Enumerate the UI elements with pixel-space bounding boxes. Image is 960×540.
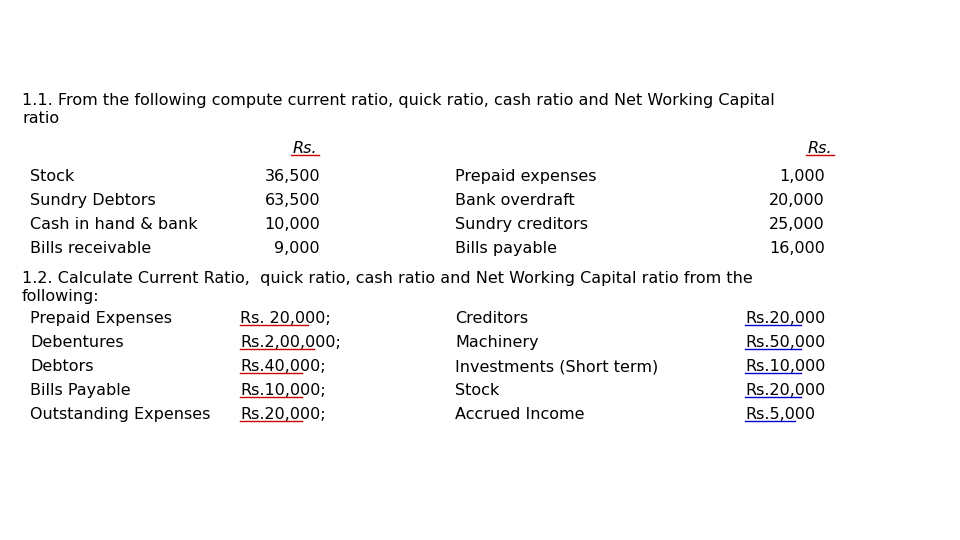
- Text: Debtors: Debtors: [30, 360, 93, 374]
- Text: Rs.20,000;: Rs.20,000;: [240, 407, 325, 422]
- Text: Debentures: Debentures: [30, 335, 124, 350]
- Text: Creditors: Creditors: [455, 312, 528, 326]
- Text: FRSA – Module 4 – 2019-20: FRSA – Module 4 – 2019-20: [17, 518, 248, 532]
- Text: 1,000: 1,000: [780, 170, 825, 184]
- Text: Sundry creditors: Sundry creditors: [455, 218, 588, 232]
- Text: Bills Payable: Bills Payable: [30, 383, 131, 399]
- Text: Machinery: Machinery: [455, 335, 539, 350]
- Text: 25,000: 25,000: [769, 218, 825, 232]
- Text: Outstanding Expenses: Outstanding Expenses: [30, 407, 210, 422]
- Text: Investments (Short term): Investments (Short term): [455, 360, 659, 374]
- Text: Rs.2,00,000;: Rs.2,00,000;: [240, 335, 341, 350]
- Text: 36,500: 36,500: [264, 170, 320, 184]
- Text: Rs.5,000: Rs.5,000: [745, 407, 815, 422]
- Text: 9,000: 9,000: [275, 241, 320, 256]
- Text: 16,000: 16,000: [769, 241, 825, 256]
- Text: Rs.10,000: Rs.10,000: [745, 360, 826, 374]
- Text: Rs.20,000: Rs.20,000: [745, 383, 826, 399]
- Text: Cash in hand & bank: Cash in hand & bank: [30, 218, 198, 232]
- Text: SV/GS/PSR/SKK: SV/GS/PSR/SKK: [811, 518, 943, 532]
- Text: Rs.40,000;: Rs.40,000;: [240, 360, 325, 374]
- Text: 20,000: 20,000: [769, 193, 825, 208]
- Text: Stock: Stock: [455, 383, 499, 399]
- Text: Bills payable: Bills payable: [455, 241, 557, 256]
- Text: 1.1. From the following compute current ratio, quick ratio, cash ratio and Net W: 1.1. From the following compute current …: [22, 93, 775, 109]
- Text: 1.2. Calculate Current Ratio,  quick ratio, cash ratio and Net Working Capital r: 1.2. Calculate Current Ratio, quick rati…: [22, 272, 753, 286]
- Text: Rs.10,000;: Rs.10,000;: [240, 383, 325, 399]
- Text: Bank overdraft: Bank overdraft: [455, 193, 575, 208]
- Text: Rs.20,000: Rs.20,000: [745, 312, 826, 326]
- Text: ratio: ratio: [22, 111, 60, 126]
- Text: Stock: Stock: [30, 170, 74, 184]
- Text: following:: following:: [22, 289, 100, 305]
- Text: Rs. 20,000;: Rs. 20,000;: [240, 312, 331, 326]
- Text: Bills receivable: Bills receivable: [30, 241, 152, 256]
- Text: 63,500: 63,500: [264, 193, 320, 208]
- Text: •: •: [21, 17, 46, 56]
- Text: Liquidity Ratios: Liquidity Ratios: [36, 19, 356, 53]
- Text: Prepaid Expenses: Prepaid Expenses: [30, 312, 172, 326]
- Text: Rs.50,000: Rs.50,000: [745, 335, 826, 350]
- Text: Prepaid expenses: Prepaid expenses: [455, 170, 596, 184]
- Text: Sundry Debtors: Sundry Debtors: [30, 193, 156, 208]
- Text: Accrued Income: Accrued Income: [455, 407, 585, 422]
- Text: 10,000: 10,000: [264, 218, 320, 232]
- Text: Rs.: Rs.: [293, 141, 318, 157]
- Text: Rs.: Rs.: [807, 141, 832, 157]
